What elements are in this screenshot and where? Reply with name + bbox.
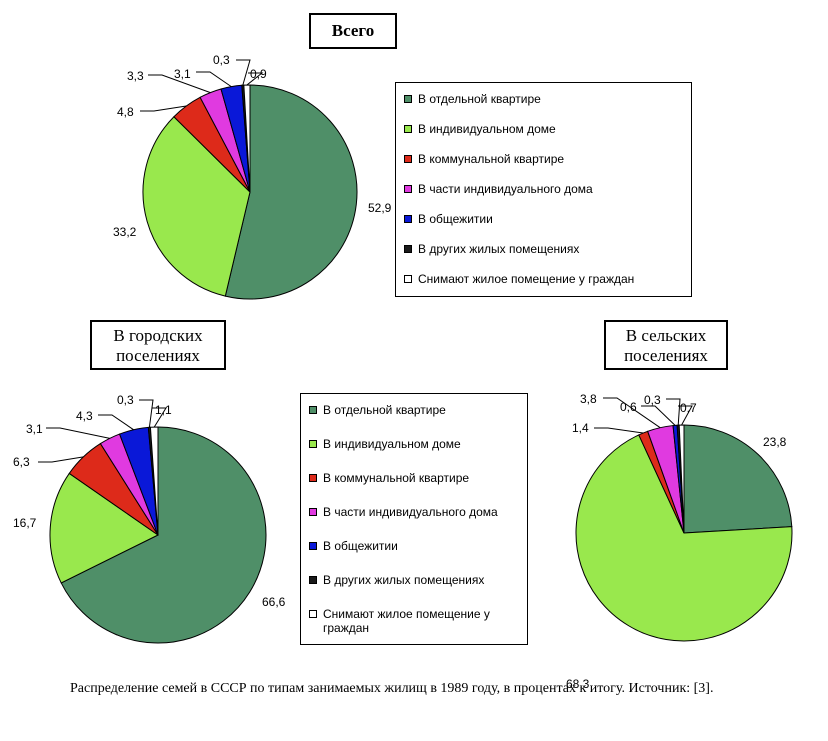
- data-label: 0,3: [213, 53, 230, 67]
- leader-line: [38, 456, 84, 463]
- legend-swatch: [309, 508, 317, 516]
- legend-swatch: [404, 155, 412, 163]
- legend-swatch: [309, 440, 317, 448]
- legend-label: В индивидуальном доме: [323, 437, 461, 451]
- legend-urban: В отдельной квартире В индивидуальном до…: [300, 393, 528, 645]
- data-label: 3,1: [26, 422, 43, 436]
- data-label: 3,1: [174, 67, 191, 81]
- chart-title-total: Всего: [309, 13, 397, 49]
- leader-line: [678, 405, 693, 426]
- legend-label: В части индивидуального дома: [323, 505, 498, 519]
- legend-label: Снимают жилое помещение у граждан: [323, 607, 490, 635]
- legend-swatch: [309, 542, 317, 550]
- pie-slice: [243, 84, 251, 193]
- leader-line: [98, 414, 134, 431]
- data-label: 1,4: [572, 421, 589, 435]
- leader-line: [246, 72, 264, 86]
- data-label: 16,7: [13, 516, 37, 530]
- leader-line: [196, 71, 232, 88]
- leader-line: [603, 397, 661, 429]
- legend-swatch: [404, 275, 412, 283]
- leader-line: [236, 59, 251, 86]
- legend-swatch: [309, 406, 317, 414]
- data-label: 23,8: [763, 435, 787, 449]
- legend-item: В части индивидуального дома: [404, 182, 687, 196]
- legend-label: В общежитии: [323, 539, 398, 553]
- legend-swatch: [404, 245, 412, 253]
- leader-line: [641, 405, 676, 426]
- legend-item: В коммунальной квартире: [404, 152, 687, 166]
- legend-label: Снимают жилое помещение у граждан: [418, 272, 635, 286]
- pie-chart-0: 52,9 33,2 4,8 3,3 3,1 0,3 0,9: [113, 53, 392, 300]
- data-label: 68,3: [566, 677, 590, 691]
- legend-item: В части индивидуального дома: [309, 505, 523, 519]
- legend-label: В общежитии: [418, 212, 493, 226]
- legend-total: В отдельной квартире В индивидуальном до…: [395, 82, 692, 297]
- pie-slice: [60, 426, 267, 644]
- pie-slice: [49, 472, 159, 584]
- legend-label: В коммунальной квартире: [323, 471, 470, 485]
- leader-line: [666, 398, 681, 426]
- legend-item: В индивидуальном доме: [309, 437, 523, 451]
- pie-chart-2: 23,8 68,3 1,4 3,8 0,6 0,3 0,7: [566, 392, 793, 691]
- legend-swatch: [404, 215, 412, 223]
- legend-item: В отдельной квартире: [404, 92, 687, 106]
- data-label: 1,1: [155, 403, 172, 417]
- legend-label: В отдельной квартире: [323, 403, 446, 417]
- data-label: 4,3: [76, 409, 93, 423]
- legend-label: В других жилых помещениях: [418, 242, 580, 256]
- leader-line: [152, 407, 167, 428]
- data-label: 4,8: [117, 105, 134, 119]
- data-label: 0,9: [250, 67, 267, 81]
- leader-line: [139, 399, 154, 428]
- pie-slice: [224, 84, 358, 300]
- data-label: 6,3: [13, 455, 30, 469]
- legend-swatch: [404, 95, 412, 103]
- leader-line: [148, 74, 211, 94]
- leader-line: [46, 427, 110, 439]
- legend-label: В отдельной квартире: [418, 92, 541, 106]
- pie-chart-1: 66,6 16,7 6,3 3,1 4,3 0,3 1,1: [13, 393, 286, 644]
- chart-title-rural: В сельских поселениях: [604, 320, 728, 370]
- data-label: 0,7: [680, 401, 697, 415]
- legend-item: Снимают жилое помещение у граждан: [309, 607, 523, 635]
- legend-item: В других жилых помещениях: [404, 242, 687, 256]
- data-label: 3,8: [580, 392, 597, 406]
- legend-label: В других жилых помещениях: [323, 573, 485, 587]
- legend-label: В коммунальной квартире: [418, 152, 565, 166]
- pie-slice: [678, 424, 685, 534]
- legend-item: В индивидуальном доме: [404, 122, 687, 136]
- legend-item: В коммунальной квартире: [309, 471, 523, 485]
- legend-label: В индивидуальном доме: [418, 122, 556, 136]
- legend-item: В других жилых помещениях: [309, 573, 523, 587]
- legend-item: Снимают жилое помещение у граждан: [404, 272, 687, 286]
- legend-item: В общежитии: [404, 212, 687, 226]
- legend-item: В общежитии: [309, 539, 523, 553]
- legend-swatch: [309, 576, 317, 584]
- figure-caption: Распределение семей в СССР по типам зани…: [70, 681, 714, 696]
- leader-line: [140, 105, 187, 112]
- legend-label: В части индивидуального дома: [418, 182, 593, 196]
- data-label: 52,9: [368, 201, 392, 215]
- leader-line: [594, 427, 644, 434]
- pie-slice: [142, 116, 251, 297]
- chart-title-urban: В городских поселениях: [90, 320, 226, 370]
- legend-swatch: [404, 185, 412, 193]
- pie-slice: [575, 434, 793, 642]
- data-label: 33,2: [113, 225, 137, 239]
- legend-item: В отдельной квартире: [309, 403, 523, 417]
- legend-swatch: [404, 125, 412, 133]
- data-label: 0,6: [620, 400, 637, 414]
- data-label: 0,3: [117, 393, 134, 407]
- data-label: 66,6: [262, 595, 286, 609]
- legend-swatch: [309, 610, 317, 618]
- pie-slice: [683, 424, 793, 534]
- data-label: 3,3: [127, 69, 144, 83]
- data-label: 0,3: [644, 393, 661, 407]
- legend-swatch: [309, 474, 317, 482]
